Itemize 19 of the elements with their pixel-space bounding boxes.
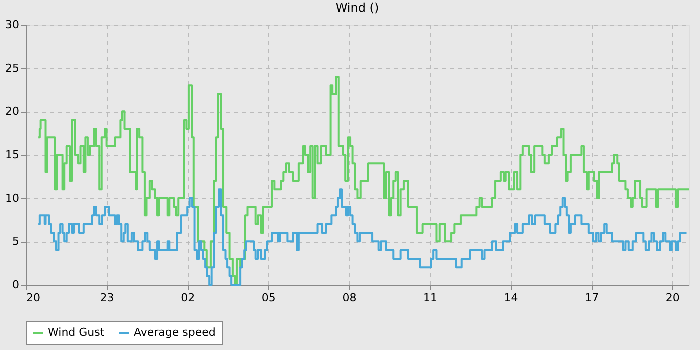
x-tick-label: 14: [504, 292, 518, 304]
x-tick-label: 05: [262, 292, 276, 304]
x-tick-label: 11: [423, 292, 438, 304]
legend-label: Wind Gust: [48, 326, 106, 339]
y-tick-label: 0: [12, 278, 20, 292]
x-tick-label: 02: [181, 292, 196, 304]
x-tick-label: 20: [26, 292, 40, 304]
y-tick-label: 15: [6, 148, 20, 162]
x-tick-label: 20: [666, 292, 680, 304]
x-tick-label: 23: [100, 292, 114, 304]
x-tick-label: 17: [585, 292, 600, 304]
y-tick-label: 20: [6, 105, 20, 118]
x-tick-label: 08: [342, 292, 357, 304]
y-tick-label: 30: [6, 18, 20, 32]
y-tick-label: 25: [6, 62, 20, 75]
y-tick-label: 10: [6, 192, 20, 205]
y-tick-label: 5: [12, 235, 20, 248]
chart-title: Wind (): [336, 1, 380, 15]
legend-label: Average speed: [134, 326, 216, 339]
